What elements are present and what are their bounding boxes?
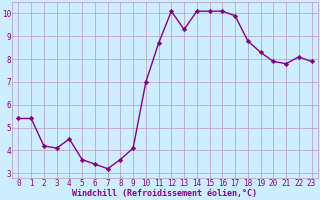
X-axis label: Windchill (Refroidissement éolien,°C): Windchill (Refroidissement éolien,°C) <box>72 189 258 198</box>
